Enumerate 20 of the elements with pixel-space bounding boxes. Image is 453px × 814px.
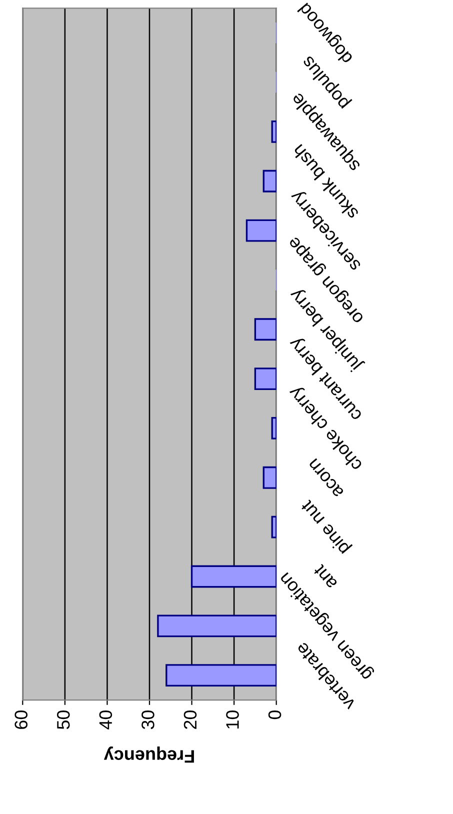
bar [190, 565, 276, 588]
x-tick-label: 20 [184, 710, 197, 729]
bar [157, 614, 276, 638]
x-tick-label: 60 [14, 710, 28, 729]
x-axis-title: Frequency [104, 746, 194, 763]
x-tick-label: 10 [226, 710, 239, 728]
bar [271, 120, 276, 143]
bar [166, 664, 276, 687]
x-tick-label: 50 [56, 710, 70, 730]
bar [271, 516, 276, 538]
y-tick-label: pine nut [299, 497, 353, 556]
bar [254, 318, 276, 341]
bar [246, 219, 276, 242]
x-tick-label: 30 [142, 710, 154, 730]
x-tick-label: 0 [268, 710, 282, 720]
bar [254, 368, 276, 390]
bar [262, 170, 276, 192]
bar [262, 466, 276, 489]
bar [271, 417, 276, 440]
x-tick-label: 40 [99, 710, 112, 730]
